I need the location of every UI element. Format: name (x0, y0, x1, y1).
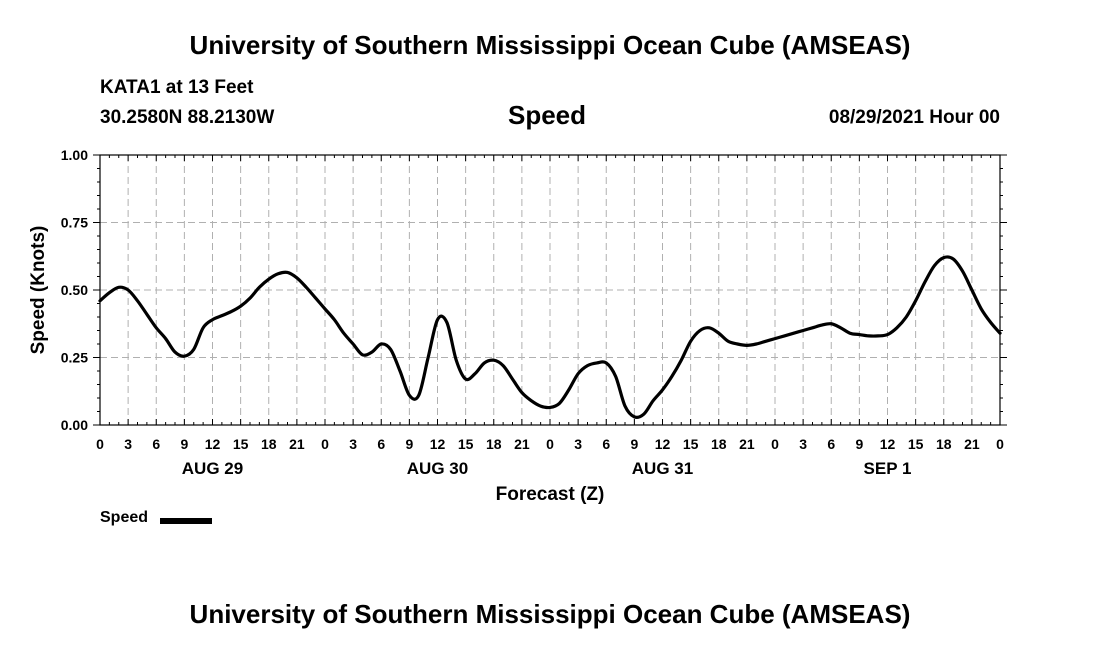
x-tick-label: 15 (908, 436, 924, 452)
x-tick-label: 9 (630, 436, 638, 452)
x-tick-label: 21 (289, 436, 305, 452)
x-tick-label: 0 (996, 436, 1004, 452)
legend-swatch (160, 518, 212, 524)
x-axis-label: Forecast (Z) (496, 484, 605, 505)
x-tick-label: 9 (180, 436, 188, 452)
y-tick-label: 0.25 (61, 350, 88, 366)
plot-frame (99, 154, 1001, 426)
y-axis-label: Speed (Knots) (28, 226, 49, 355)
x-tick-label: 3 (799, 436, 807, 452)
forecast-date: 08/29/2021 Hour 00 (828, 107, 1000, 128)
legend-label: Speed (100, 509, 149, 526)
speed-chart: 0 3 6 9 12 15 18 21 0 3 6 9 12 15 18 21 0 3 6 9 12 15 18 21 0 3 6 9… (28, 147, 1007, 505)
variable-title: Speed (508, 100, 587, 130)
day-label: AUG 29 (182, 459, 243, 478)
y-tick-label: 0.75 (61, 215, 88, 231)
x-tick-label: 0 (546, 436, 554, 452)
x-tick-label: 18 (936, 436, 952, 452)
x-tick-label: 15 (233, 436, 249, 452)
station-coords: 30.2580N 88.2130W (100, 107, 275, 128)
x-tick-label: 9 (855, 436, 863, 452)
day-label: AUG 31 (632, 459, 693, 478)
series-layer (98, 255, 1002, 420)
chart-title: University of Southern Mississippi Ocean… (189, 30, 911, 60)
x-tick-label: 9 (405, 436, 413, 452)
x-tick-label: 3 (124, 436, 132, 452)
x-tick-label: 0 (96, 436, 104, 452)
x-tick-label: 3 (574, 436, 582, 452)
x-tick-label: 12 (430, 436, 446, 452)
x-tick-label: 18 (261, 436, 277, 452)
x-tick-label: 18 (486, 436, 502, 452)
x-tick-label: 3 (349, 436, 357, 452)
x-tick-label: 15 (458, 436, 474, 452)
x-tick-label: 15 (683, 436, 699, 452)
axes: 0 3 6 9 12 15 18 21 0 3 6 9 12 15 18 21 0 3 6 9 12 15 18 21 0 3 6 9… (61, 147, 1007, 478)
station-label: KATA1 at 13 Feet (100, 77, 254, 98)
series-line-speed (98, 255, 1002, 420)
x-tick-label: 21 (964, 436, 980, 452)
x-tick-label: 6 (377, 436, 385, 452)
grid-lines (100, 155, 1000, 425)
y-tick-label: 0.50 (61, 282, 88, 298)
x-tick-label: 0 (771, 436, 779, 452)
x-tick-label: 6 (602, 436, 610, 452)
x-tick-label: 0 (321, 436, 329, 452)
y-tick-label: 0.00 (61, 417, 88, 433)
x-tick-label: 6 (152, 436, 160, 452)
x-tick-label: 18 (711, 436, 727, 452)
x-tick-label: 12 (880, 436, 896, 452)
x-tick-label: 6 (827, 436, 835, 452)
day-label: AUG 30 (407, 459, 468, 478)
x-tick-label: 12 (655, 436, 671, 452)
y-tick-label: 1.00 (61, 147, 88, 163)
x-tick-label: 21 (739, 436, 755, 452)
footer-title: University of Southern Mississippi Ocean… (189, 599, 911, 629)
x-tick-label: 12 (205, 436, 221, 452)
x-tick-label: 21 (514, 436, 530, 452)
day-label: SEP 1 (864, 459, 912, 478)
